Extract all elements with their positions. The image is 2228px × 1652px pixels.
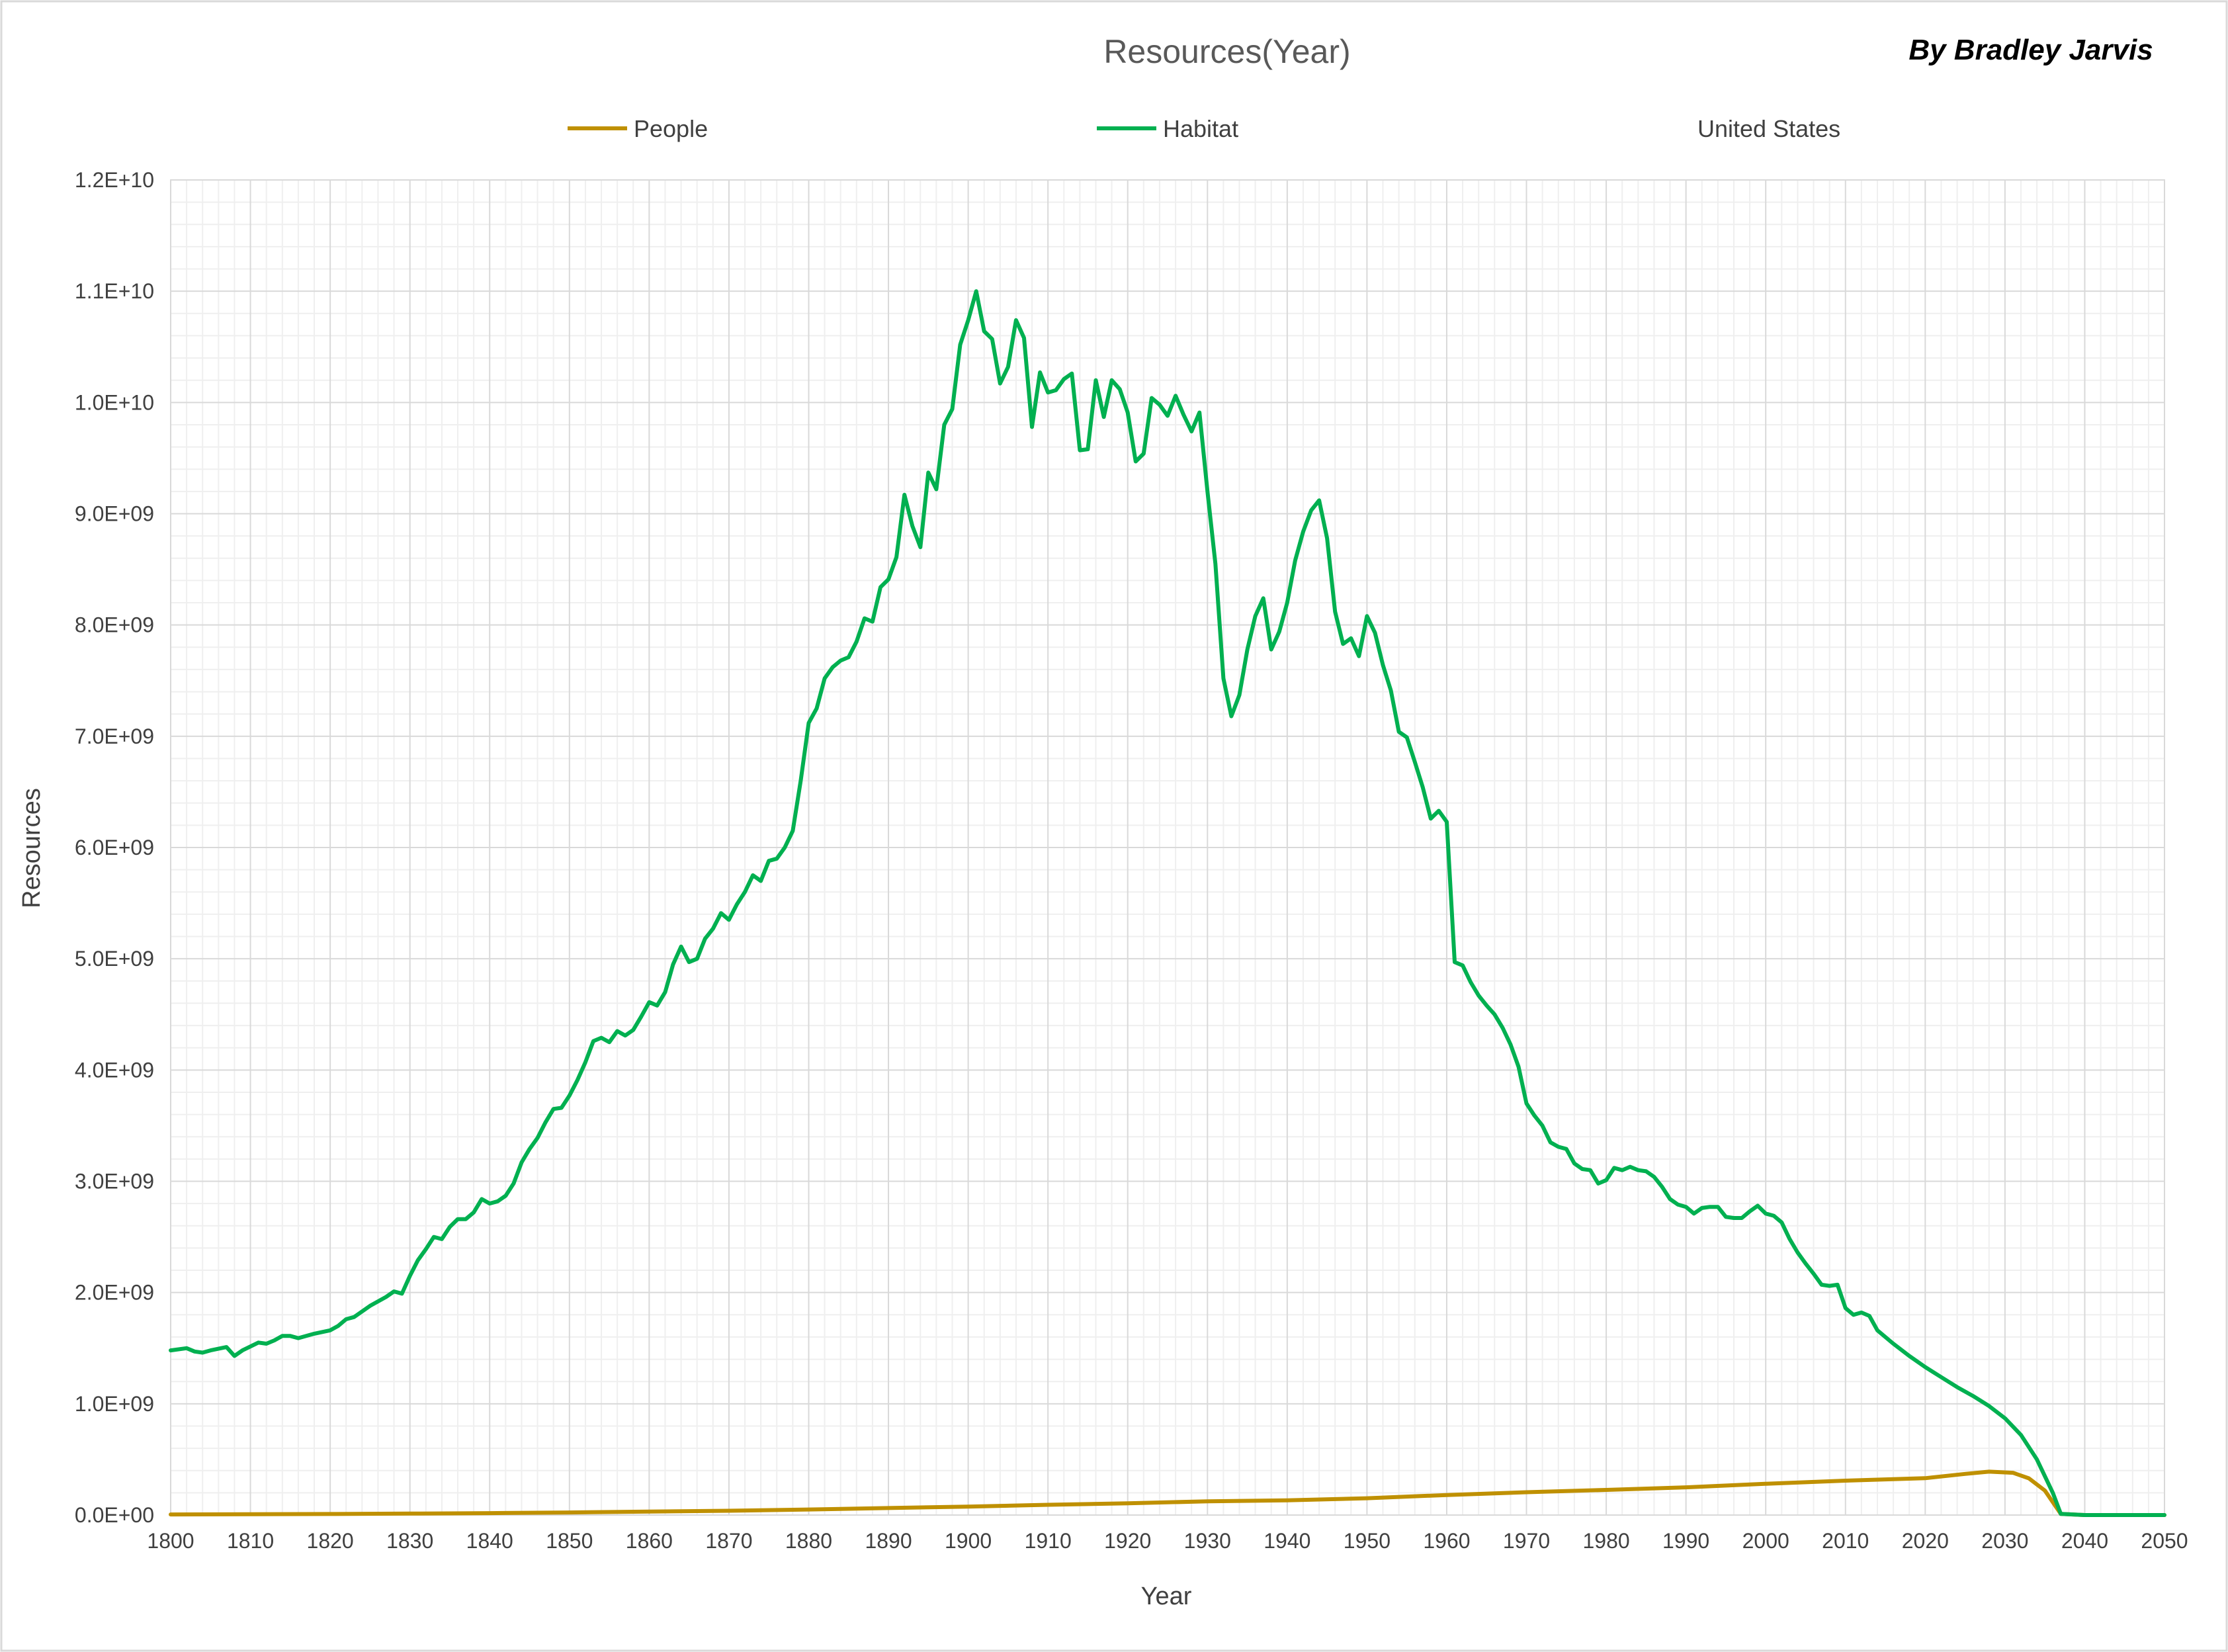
x-tick-label: 1840 — [466, 1529, 513, 1553]
x-tick-label: 1960 — [1423, 1529, 1470, 1553]
series-line-people — [169, 1469, 2166, 1517]
x-tick-label: 1880 — [785, 1529, 832, 1553]
x-tick-label: 2040 — [2061, 1529, 2108, 1553]
x-tick-label: 2030 — [1981, 1529, 2028, 1553]
x-tick-label: 1850 — [546, 1529, 593, 1553]
x-tick-label: 1930 — [1184, 1529, 1231, 1553]
x-tick-label: 1890 — [865, 1529, 912, 1553]
y-tick-label: 0.0E+00 — [75, 1503, 154, 1527]
plot-area-frame — [170, 179, 2165, 1516]
y-tick-label: 1.2E+10 — [75, 168, 154, 192]
legend-label-people: People — [634, 115, 708, 142]
x-tick-label: 1950 — [1344, 1529, 1391, 1553]
x-axis-tick-labels: 1800 1810 1820 1830 1840 1850 1860 1870 1880 1890… — [147, 1529, 2188, 1553]
y-tick-label: 6.0E+09 — [75, 836, 154, 859]
legend-label-united-states: United States — [1697, 115, 1840, 142]
y-tick-label: 9.0E+09 — [75, 502, 154, 526]
x-tick-label: 1900 — [945, 1529, 992, 1553]
major-grid — [170, 179, 2165, 1516]
y-tick-label: 4.0E+09 — [75, 1058, 154, 1082]
y-tick-label: 3.0E+09 — [75, 1170, 154, 1194]
y-axis-title: Resources — [18, 788, 46, 908]
legend-item-habitat: Habitat — [1097, 115, 1238, 142]
x-tick-label: 1860 — [626, 1529, 673, 1553]
x-tick-label: 2000 — [1742, 1529, 1789, 1553]
y-tick-label: 8.0E+09 — [75, 613, 154, 637]
y-tick-label: 2.0E+09 — [75, 1281, 154, 1305]
x-tick-label: 1940 — [1264, 1529, 1310, 1553]
y-axis-tick-labels: 0.0E+00 1.0E+09 2.0E+09 3.0E+09 4.0E+09 5.0E+… — [75, 168, 154, 1527]
y-tick-label: 7.0E+09 — [75, 724, 154, 748]
x-tick-label: 1830 — [386, 1529, 433, 1553]
x-tick-label: 1870 — [705, 1529, 752, 1553]
legend-item-people: People — [568, 115, 708, 142]
x-tick-label: 1920 — [1104, 1529, 1151, 1553]
x-tick-label: 2020 — [1902, 1529, 1949, 1553]
x-tick-label: 1820 — [307, 1529, 354, 1553]
y-tick-label: 5.0E+09 — [75, 947, 154, 971]
y-tick-label: 1.1E+10 — [75, 279, 154, 303]
x-tick-label: 1810 — [227, 1529, 274, 1553]
x-tick-label: 1980 — [1582, 1529, 1629, 1553]
y-tick-label: 1.0E+09 — [75, 1392, 154, 1416]
x-axis-title: Year — [1141, 1583, 1192, 1610]
y-tick-label: 1.0E+10 — [75, 390, 154, 414]
legend-label-habitat: Habitat — [1163, 115, 1238, 142]
x-tick-label: 1990 — [1662, 1529, 1709, 1553]
chart-title: Resources(Year) — [1103, 33, 1350, 70]
author-credit: By Bradley Jarvis — [1908, 34, 2153, 66]
legend-item-united-states: United States — [1697, 115, 1840, 142]
x-tick-label: 1910 — [1025, 1529, 1072, 1553]
legend: People Habitat United States — [568, 115, 1840, 142]
series-layer — [169, 289, 2166, 1517]
x-tick-label: 1970 — [1503, 1529, 1550, 1553]
series-line-habitat — [169, 289, 2166, 1517]
x-tick-label: 1800 — [147, 1529, 194, 1553]
x-tick-label: 2050 — [2141, 1529, 2188, 1553]
x-tick-label: 2010 — [1822, 1529, 1869, 1553]
